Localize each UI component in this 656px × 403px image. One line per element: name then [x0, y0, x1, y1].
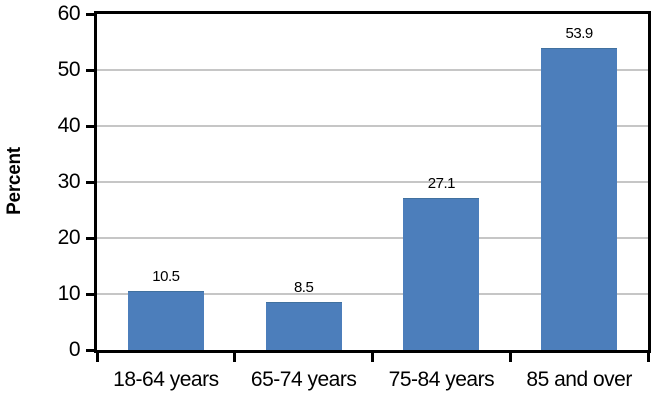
y-axis-tick: [86, 292, 97, 296]
x-axis-tick: [371, 353, 374, 362]
bar-value-label: 10.5: [152, 268, 180, 286]
plot-area: [94, 11, 651, 353]
bar-75-84 years: [403, 198, 480, 350]
y-tick-label: 50: [57, 58, 81, 81]
x-axis-tick: [646, 353, 650, 362]
x-category-label: 75-84 years: [388, 368, 495, 391]
bar-65-74 years: [265, 302, 342, 350]
bar-value-label: 8.5: [293, 279, 314, 297]
x-axis-tick: [95, 353, 99, 362]
y-tick-label: 0: [68, 338, 81, 361]
x-axis-tick: [508, 353, 512, 362]
x-axis-tick: [233, 353, 237, 362]
y-tick-label: 10: [57, 282, 81, 305]
y-axis-tick: [86, 348, 97, 352]
y-tick-label: 40: [57, 114, 81, 137]
x-category-label: 65-74 years: [250, 368, 357, 391]
bar-85 and over: [541, 48, 618, 350]
y-axis-title: Percent: [4, 147, 25, 215]
y-tick-label: 60: [57, 2, 81, 25]
y-axis-tick: [86, 180, 97, 184]
x-category-label: 18-64 years: [113, 368, 219, 391]
gridline: [97, 293, 648, 295]
bar-18-64 years: [127, 291, 204, 350]
gridline: [97, 69, 648, 71]
bar-value-label: 53.9: [565, 25, 594, 43]
gridline: [97, 237, 648, 239]
y-axis-tick: [86, 124, 97, 128]
y-axis-tick: [86, 68, 97, 72]
gridline: [97, 181, 648, 183]
y-tick-label: 20: [57, 226, 81, 249]
bar-value-label: 27.1: [427, 175, 456, 193]
y-axis-tick: [86, 236, 97, 240]
y-tick-label: 30: [57, 170, 81, 193]
gridline: [97, 125, 648, 127]
x-category-label: 85 and over: [526, 368, 632, 391]
y-axis-tick: [86, 12, 97, 16]
